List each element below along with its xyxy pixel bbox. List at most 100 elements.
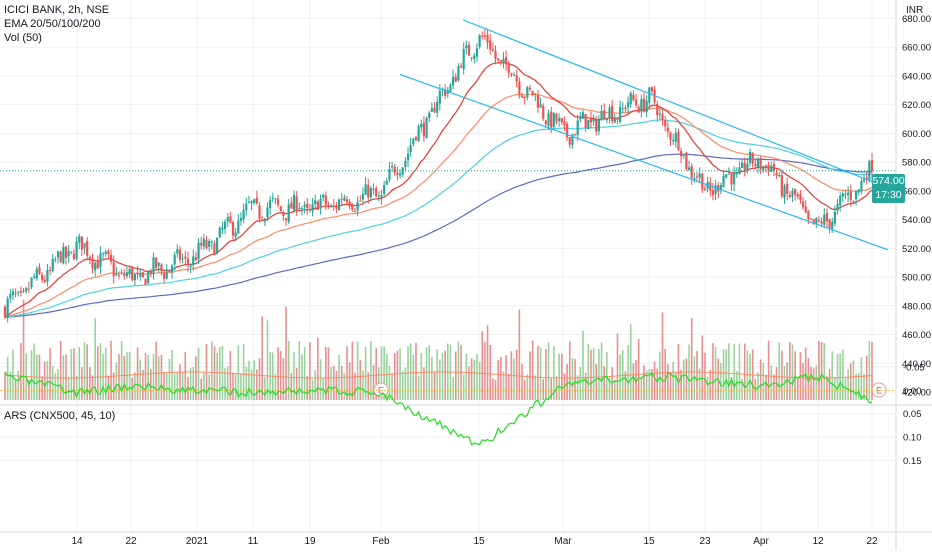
- volume-bar: [680, 369, 682, 400]
- symbol-legend[interactable]: ICICI BANK, 2h, NSE: [4, 4, 110, 16]
- volume-bar: [560, 353, 563, 400]
- time-tick-1: 22: [125, 536, 137, 547]
- volume-bar: [791, 344, 794, 400]
- volume-ma-line: [4, 371, 873, 379]
- candle-body: [555, 113, 558, 122]
- volume-bar: [226, 366, 229, 400]
- volume-bar: [730, 377, 733, 400]
- candle-body: [94, 262, 97, 271]
- candle-body: [531, 90, 534, 95]
- candle-body: [319, 198, 322, 209]
- candle-body: [664, 120, 667, 127]
- volume-bar: [327, 347, 330, 400]
- volume-bar: [295, 367, 298, 400]
- volume-bar: [165, 373, 168, 400]
- volume-bar: [54, 373, 57, 400]
- candle-body: [550, 111, 553, 128]
- volume-bar: [534, 375, 537, 400]
- candle-body: [335, 206, 338, 209]
- time-tick-0: 14: [71, 536, 83, 547]
- candle-body: [48, 269, 52, 271]
- volume-bar: [412, 354, 415, 400]
- candle-body: [303, 204, 306, 208]
- volume-bar: [802, 363, 804, 400]
- candle-body: [70, 251, 73, 253]
- candle-body: [308, 208, 312, 211]
- volume-bar: [624, 371, 627, 400]
- volume-bar: [385, 353, 388, 400]
- volume-bar: [701, 335, 704, 400]
- candle-body: [817, 220, 821, 222]
- candle-body: [125, 272, 129, 277]
- volume-bar: [489, 344, 492, 400]
- candle-body: [210, 241, 213, 243]
- volume-bar: [261, 316, 263, 400]
- volume-bar: [43, 361, 46, 400]
- candle-body: [173, 254, 176, 265]
- volume-bar: [823, 343, 826, 400]
- volume-bar: [325, 346, 327, 400]
- candle-body: [619, 106, 622, 123]
- candle-body: [791, 190, 794, 197]
- volume-bar: [356, 341, 359, 400]
- candle-body: [634, 99, 638, 106]
- ars-legend[interactable]: ARS (CNX500, 45, 10): [4, 410, 116, 422]
- candle-body: [393, 167, 396, 173]
- candle-body: [589, 118, 593, 123]
- candle-body: [812, 218, 815, 225]
- candle-body: [314, 200, 317, 205]
- candle-body: [383, 185, 386, 195]
- candle-body: [796, 194, 799, 197]
- volume-bar: [759, 359, 762, 400]
- candle-body: [558, 118, 561, 122]
- candle-body: [202, 238, 205, 247]
- volume-bar: [667, 364, 669, 400]
- candle-body: [41, 274, 44, 280]
- time-tick-9: 23: [699, 536, 711, 547]
- price-tick-3: 620.00: [902, 100, 931, 111]
- price-tick-0: 680.00: [902, 14, 931, 25]
- candle-body: [56, 251, 60, 258]
- volume-bar: [65, 354, 67, 400]
- volume-bar: [865, 355, 868, 400]
- volume-bar: [704, 352, 706, 400]
- volume-bar: [481, 331, 484, 400]
- volume-bar: [346, 346, 348, 400]
- candle-body: [19, 290, 23, 293]
- candle-body: [155, 257, 158, 268]
- candle-body: [327, 205, 330, 208]
- volume-bar: [454, 351, 457, 400]
- volume-bar: [120, 340, 123, 400]
- volume-bar: [664, 348, 666, 400]
- candle-body: [648, 87, 651, 103]
- volume-bar: [815, 365, 818, 400]
- volume-bar: [33, 343, 35, 400]
- volume-bar: [409, 343, 412, 400]
- volume-bar: [645, 370, 648, 400]
- volume-bar: [505, 355, 507, 400]
- candle-body: [332, 205, 335, 207]
- volume-bar: [211, 341, 213, 400]
- candle-body: [3, 306, 7, 318]
- volume-bar: [789, 341, 791, 400]
- candle-body: [396, 172, 399, 175]
- volume-bar: [14, 378, 17, 400]
- candle-body: [764, 165, 768, 167]
- candle-body: [226, 217, 229, 222]
- candle-body: [361, 193, 365, 200]
- volume-bar: [741, 378, 743, 400]
- volume-bar: [362, 370, 364, 400]
- candle-body: [223, 221, 227, 230]
- volume-bar: [184, 351, 187, 400]
- volume-bar: [786, 362, 788, 400]
- candle-body: [584, 114, 587, 128]
- volume-bar: [749, 353, 751, 400]
- volume-bar: [282, 358, 285, 400]
- ema-legend[interactable]: EMA 20/50/100/200: [4, 18, 101, 30]
- candle-body: [626, 102, 630, 108]
- volume-legend[interactable]: Vol (50): [4, 32, 42, 44]
- volume-bar: [335, 370, 338, 400]
- volume-bar: [242, 344, 245, 400]
